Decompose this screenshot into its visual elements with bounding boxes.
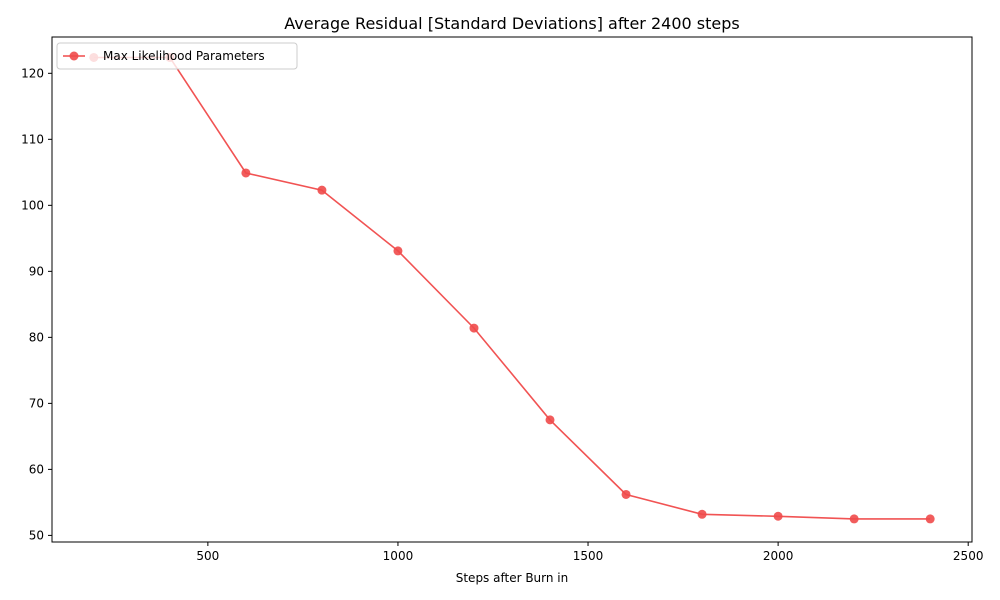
data-point — [621, 489, 631, 499]
x-tick-label: 1500 — [573, 549, 604, 563]
data-point — [545, 415, 555, 425]
y-tick-label: 50 — [29, 528, 44, 542]
x-tick-label: 2000 — [763, 549, 794, 563]
data-point — [241, 168, 251, 178]
x-tick-label: 1000 — [383, 549, 414, 563]
y-axis: 50 60 70 80 90 100 110 120 — [21, 66, 52, 542]
x-tick-label: 2500 — [953, 549, 984, 563]
data-point — [317, 185, 327, 195]
legend: Max Likelihood Parameters — [56, 42, 298, 70]
y-tick-label: 100 — [21, 198, 44, 212]
data-point — [925, 514, 935, 524]
data-point — [393, 246, 403, 256]
x-axis: 500 1000 1500 2000 2500 — [196, 542, 983, 563]
legend-marker — [69, 51, 79, 61]
data-point — [469, 323, 479, 333]
series-layer — [89, 52, 935, 524]
legend-box — [56, 42, 298, 70]
plot-area — [51, 36, 973, 543]
data-point — [849, 514, 859, 524]
x-axis-label: Steps after Burn in — [456, 571, 569, 585]
data-point — [773, 511, 783, 521]
y-tick-label: 80 — [29, 330, 44, 344]
legend-label: Max Likelihood Parameters — [103, 49, 265, 63]
series-line — [93, 56, 931, 520]
y-tick-label: 60 — [29, 462, 44, 476]
y-tick-label: 120 — [21, 66, 44, 80]
y-tick-label: 70 — [29, 396, 44, 410]
chart-title: Average Residual [Standard Deviations] a… — [284, 14, 739, 33]
y-tick-label: 110 — [21, 132, 44, 146]
y-tick-label: 90 — [29, 264, 44, 278]
x-tick-label: 500 — [196, 549, 219, 563]
data-point — [697, 509, 707, 519]
